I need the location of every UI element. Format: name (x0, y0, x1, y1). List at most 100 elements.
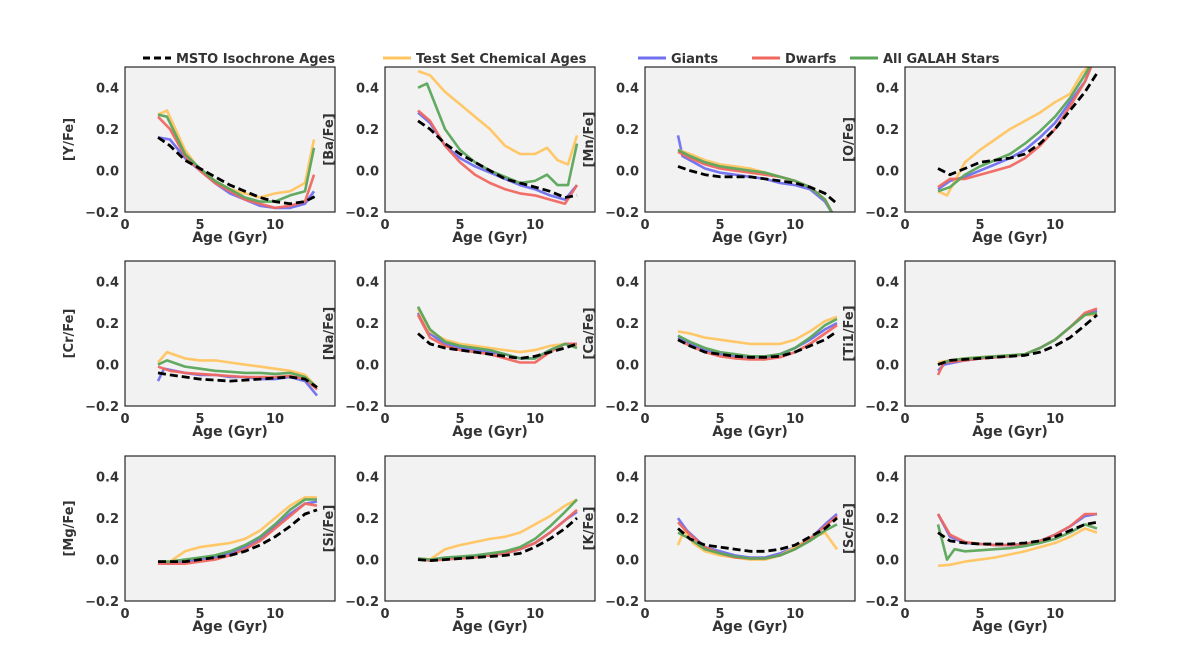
series-group (157, 109, 318, 210)
axes-frame (384, 260, 596, 407)
y-tick-label: 0.2 (356, 512, 379, 527)
y-tick-label: 0.4 (876, 471, 899, 486)
y-tick-label: 0.4 (876, 276, 899, 291)
axes-frame (124, 66, 336, 213)
x-tick-label: 5 (975, 412, 984, 427)
y-tick-label: 0.2 (356, 123, 379, 138)
plot-area (385, 67, 595, 212)
series-line-giants (677, 315, 838, 346)
series-line-all (157, 113, 316, 203)
series-line-giants (158, 496, 317, 563)
x-tick-label: 10 (526, 218, 544, 233)
axes-frame (904, 260, 1116, 407)
y-axis-label: [Ti1/Fe] (842, 305, 857, 361)
y-axis-label: [Mn/Fe] (582, 112, 597, 168)
series-line-msto (157, 371, 318, 389)
axes-frame (384, 66, 596, 213)
y-tick-label: 0.2 (616, 123, 639, 138)
y-tick-label: 0.4 (616, 276, 639, 291)
series-group (416, 305, 578, 364)
axes-frame (644, 66, 856, 213)
y-axis-label: [Y/Fe] (62, 118, 77, 161)
x-tick-label: 0 (380, 218, 389, 233)
x-tick-label: 10 (526, 607, 544, 622)
series-line-msto (937, 72, 1099, 177)
x-tick-label: 10 (786, 607, 804, 622)
plot-area (905, 67, 1115, 212)
series-group (936, 512, 1098, 568)
axes-frame (124, 260, 336, 407)
series-line-msto (677, 330, 838, 359)
y-tick-label: 0.2 (876, 317, 899, 332)
y-axis-label: [Sc/Fe] (842, 503, 857, 554)
x-tick-label: 10 (786, 218, 804, 233)
series-line-all (417, 498, 578, 561)
series-group (156, 350, 319, 397)
series-line-msto (417, 332, 578, 360)
legend-label: Test Set Chemical Ages (416, 52, 587, 67)
series-line-all (936, 523, 1098, 561)
axes-frame (384, 455, 596, 602)
legend-label: Dwarfs (785, 52, 837, 67)
y-tick-label: 0.4 (356, 82, 379, 97)
series-line-giants (937, 527, 1098, 568)
legend-label: MSTO Isochrone Ages (176, 52, 335, 67)
y-tick-label: −0.2 (345, 400, 379, 415)
x-axis-label: Age (Gyr) (452, 230, 528, 246)
x-tick-label: 5 (715, 607, 724, 622)
x-tick-label: 0 (900, 412, 909, 427)
y-tick-label: 0.0 (356, 359, 379, 374)
x-tick-label: 10 (266, 607, 284, 622)
series-group (417, 498, 578, 562)
y-tick-label: 0.0 (96, 165, 119, 180)
y-tick-label: 0.0 (96, 359, 119, 374)
y-tick-label: −0.2 (605, 206, 639, 221)
y-tick-label: 0.0 (876, 554, 899, 569)
x-axis-label: Age (Gyr) (452, 424, 528, 440)
series-line-all (937, 67, 1091, 193)
x-tick-label: 5 (455, 607, 464, 622)
y-tick-label: −0.2 (865, 595, 899, 610)
y-tick-label: −0.2 (865, 400, 899, 415)
plot-area (125, 456, 335, 601)
y-tick-label: 0.4 (96, 471, 119, 486)
series-line-dwarfs (936, 512, 1097, 547)
y-axis-label: [Na/Fe] (322, 307, 337, 360)
series-line-dwarfs (937, 67, 1093, 189)
series-line-all (417, 82, 579, 187)
y-tick-label: 0.0 (876, 359, 899, 374)
x-tick-label: 10 (266, 218, 284, 233)
x-axis-label: Age (Gyr) (192, 230, 268, 246)
x-axis-label: Age (Gyr) (712, 230, 788, 246)
plot-area (385, 261, 595, 406)
y-tick-label: 0.4 (356, 471, 379, 486)
x-tick-label: 5 (975, 607, 984, 622)
x-tick-label: 5 (715, 218, 724, 233)
y-axis-label: [O/Fe] (842, 117, 857, 162)
y-tick-label: 0.0 (356, 165, 379, 180)
y-tick-label: 0.0 (616, 359, 639, 374)
y-axis-label: [Ca/Fe] (582, 307, 597, 359)
y-tick-label: 0.0 (876, 165, 899, 180)
x-axis-label: Age (Gyr) (192, 619, 268, 635)
legend-entry: All GALAH Stars (850, 52, 1000, 67)
series-group (676, 135, 838, 212)
x-axis-label: Age (Gyr) (972, 424, 1048, 440)
series-line-giants (157, 109, 316, 199)
x-tick-label: 0 (640, 412, 649, 427)
series-line-msto (677, 517, 838, 553)
plot-area (385, 456, 595, 601)
y-tick-label: 0.4 (96, 276, 119, 291)
x-tick-label: 10 (1046, 607, 1064, 622)
legend-entry: Test Set Chemical Ages (383, 52, 587, 67)
x-tick-label: 5 (715, 412, 724, 427)
x-tick-label: 0 (900, 607, 909, 622)
series-line-all (158, 498, 317, 563)
x-tick-label: 0 (120, 412, 129, 427)
